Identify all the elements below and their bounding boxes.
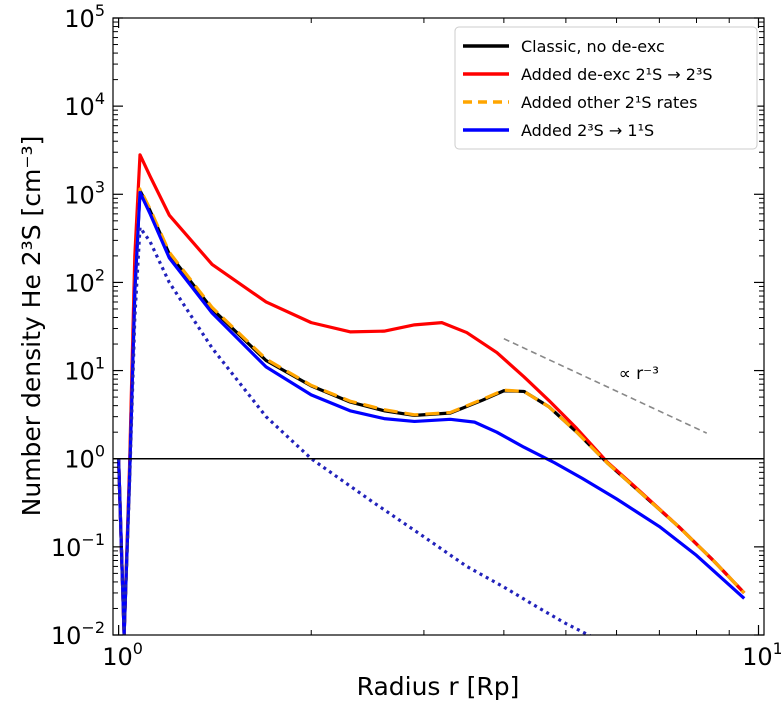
series-line-4 <box>117 225 593 635</box>
series-line-3 <box>117 190 746 635</box>
x-tick-label-0: 100 <box>102 639 143 671</box>
series-line-2 <box>117 187 746 635</box>
plot-frame <box>112 17 765 636</box>
ticks-layer: 10−2 10−1 100 101 102 103 104 105 100 101 <box>51 1 781 671</box>
y-tick-label-3: 101 <box>64 354 105 386</box>
y-tick-label-0: 10−2 <box>51 618 105 650</box>
y-tick-label-2: 100 <box>64 442 105 474</box>
legend-label-3: Added 2³S → 1¹S <box>521 121 654 140</box>
annotation-layer: ∝ r⁻³ <box>619 364 659 384</box>
x-axis-title: Radius r [Rp] <box>357 672 520 701</box>
legend-box <box>454 26 758 150</box>
legend-label-1: Added de-exc 2¹S → 2³S <box>521 65 713 84</box>
legend-label-2: Added other 2¹S rates <box>521 93 697 112</box>
y-tick-label-4: 102 <box>64 265 105 297</box>
y-axis-title: Number density He 2³S [cm⁻³] <box>17 136 46 517</box>
y-tick-label-6: 104 <box>64 89 105 121</box>
x-tick-label-1: 101 <box>742 639 781 671</box>
series-line-1 <box>117 153 746 635</box>
annotation-power-law: ∝ r⁻³ <box>619 364 659 384</box>
legend: Classic, no de-exc Added de-exc 2¹S → 2³S… <box>454 26 758 150</box>
legend-label-0: Classic, no de-exc <box>521 37 665 56</box>
series-line-5 <box>503 337 708 434</box>
y-tick-label-7: 105 <box>64 1 105 33</box>
y-tick-label-5: 103 <box>64 177 105 209</box>
series-layer <box>113 153 764 635</box>
y-tick-label-1: 10−1 <box>51 530 105 562</box>
